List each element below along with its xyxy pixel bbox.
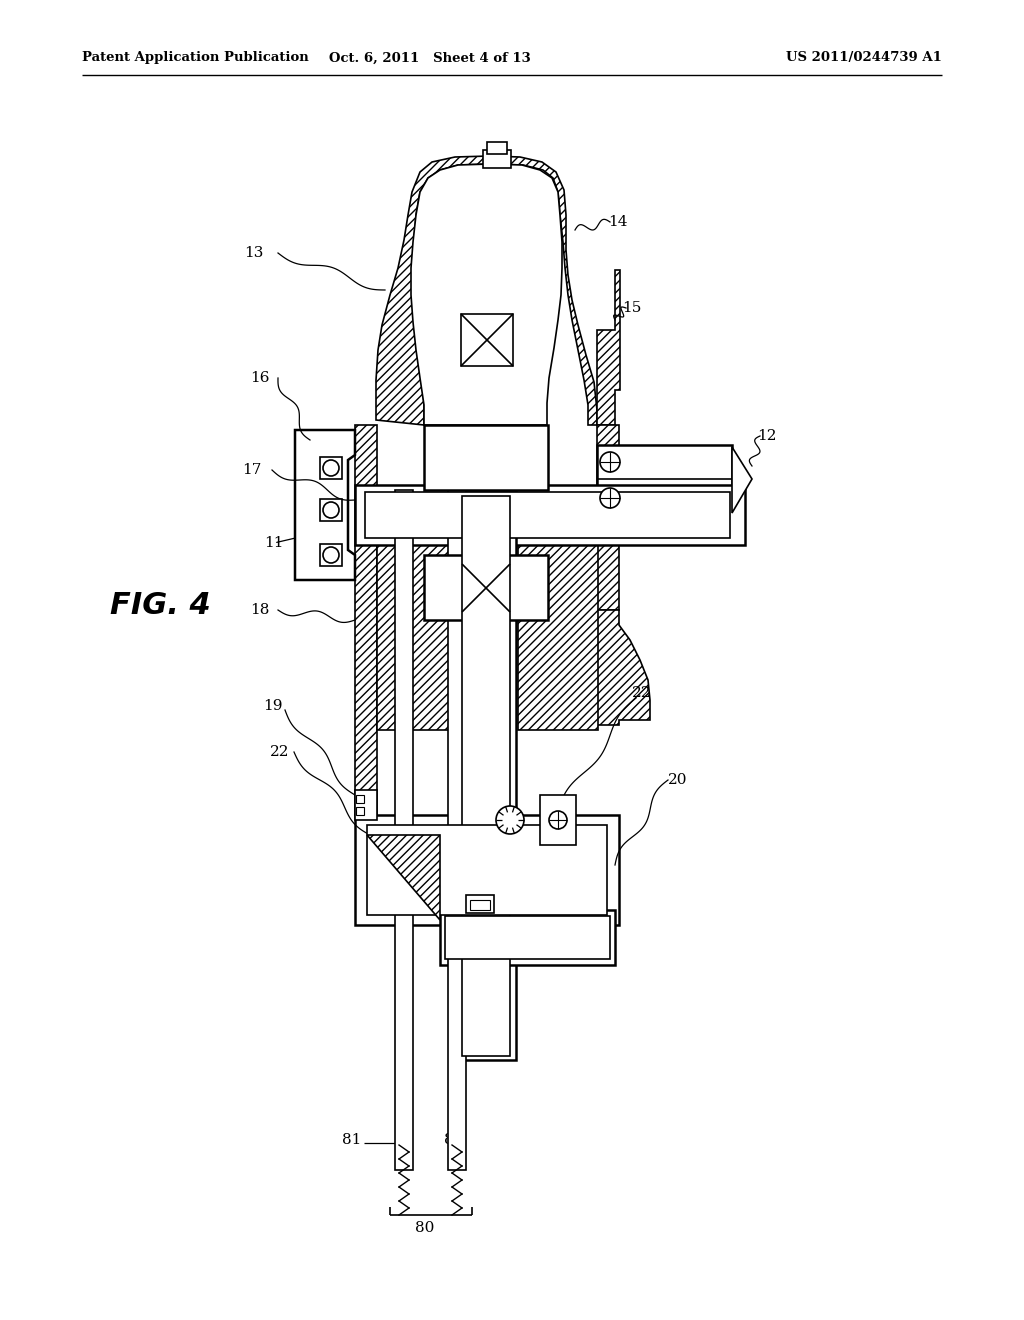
Text: 12: 12 [758, 429, 777, 444]
Circle shape [600, 451, 620, 473]
Circle shape [600, 488, 620, 508]
Text: US 2011/0244739 A1: US 2011/0244739 A1 [786, 51, 942, 65]
Text: 13: 13 [245, 246, 264, 260]
Text: 15: 15 [623, 301, 642, 315]
Circle shape [323, 502, 339, 517]
Circle shape [549, 810, 567, 829]
Text: Patent Application Publication: Patent Application Publication [82, 51, 309, 65]
Text: 11: 11 [264, 536, 284, 550]
Text: Oct. 6, 2011   Sheet 4 of 13: Oct. 6, 2011 Sheet 4 of 13 [329, 51, 530, 65]
Text: 21: 21 [514, 851, 534, 865]
Bar [483, 150, 511, 168]
Bar [461, 314, 513, 366]
Bar [424, 554, 548, 620]
Bar [597, 425, 618, 610]
Polygon shape [376, 156, 597, 425]
Bar [355, 484, 745, 545]
Text: 19: 19 [263, 700, 283, 713]
Bar [466, 895, 494, 913]
Bar [424, 425, 548, 490]
Text: 82: 82 [444, 1133, 464, 1147]
Text: 80: 80 [416, 1221, 434, 1236]
Circle shape [323, 459, 339, 477]
Bar [367, 825, 607, 915]
Bar [319, 544, 342, 566]
Text: 22: 22 [632, 686, 651, 700]
Text: 14: 14 [608, 215, 628, 228]
Text: 17: 17 [243, 463, 262, 477]
Text: 20: 20 [669, 774, 688, 787]
Bar [355, 814, 618, 925]
Bar [518, 490, 598, 730]
Bar [462, 496, 510, 1056]
Text: 16: 16 [250, 371, 269, 385]
Bar [356, 795, 364, 803]
Bar [319, 499, 342, 521]
Polygon shape [411, 164, 562, 425]
Polygon shape [597, 610, 650, 725]
Bar [356, 807, 364, 814]
Polygon shape [597, 271, 620, 425]
Bar [355, 789, 377, 820]
Polygon shape [732, 447, 752, 513]
Bar [365, 492, 730, 539]
Polygon shape [295, 430, 355, 579]
Circle shape [496, 807, 524, 834]
Bar [319, 457, 342, 479]
Bar [540, 795, 575, 845]
Text: 81: 81 [342, 1133, 361, 1147]
Bar [395, 490, 413, 1170]
Bar [449, 490, 466, 1170]
Circle shape [323, 546, 339, 564]
Polygon shape [367, 836, 440, 920]
Bar [470, 900, 490, 909]
Bar [487, 143, 507, 154]
Bar [355, 425, 377, 814]
Bar [456, 490, 516, 1060]
Text: 22: 22 [270, 744, 290, 759]
Bar [445, 916, 610, 960]
Text: 18: 18 [250, 603, 269, 616]
Bar [440, 909, 615, 965]
Text: FIG. 4: FIG. 4 [110, 590, 211, 619]
Bar [597, 445, 732, 513]
Bar [377, 490, 457, 730]
